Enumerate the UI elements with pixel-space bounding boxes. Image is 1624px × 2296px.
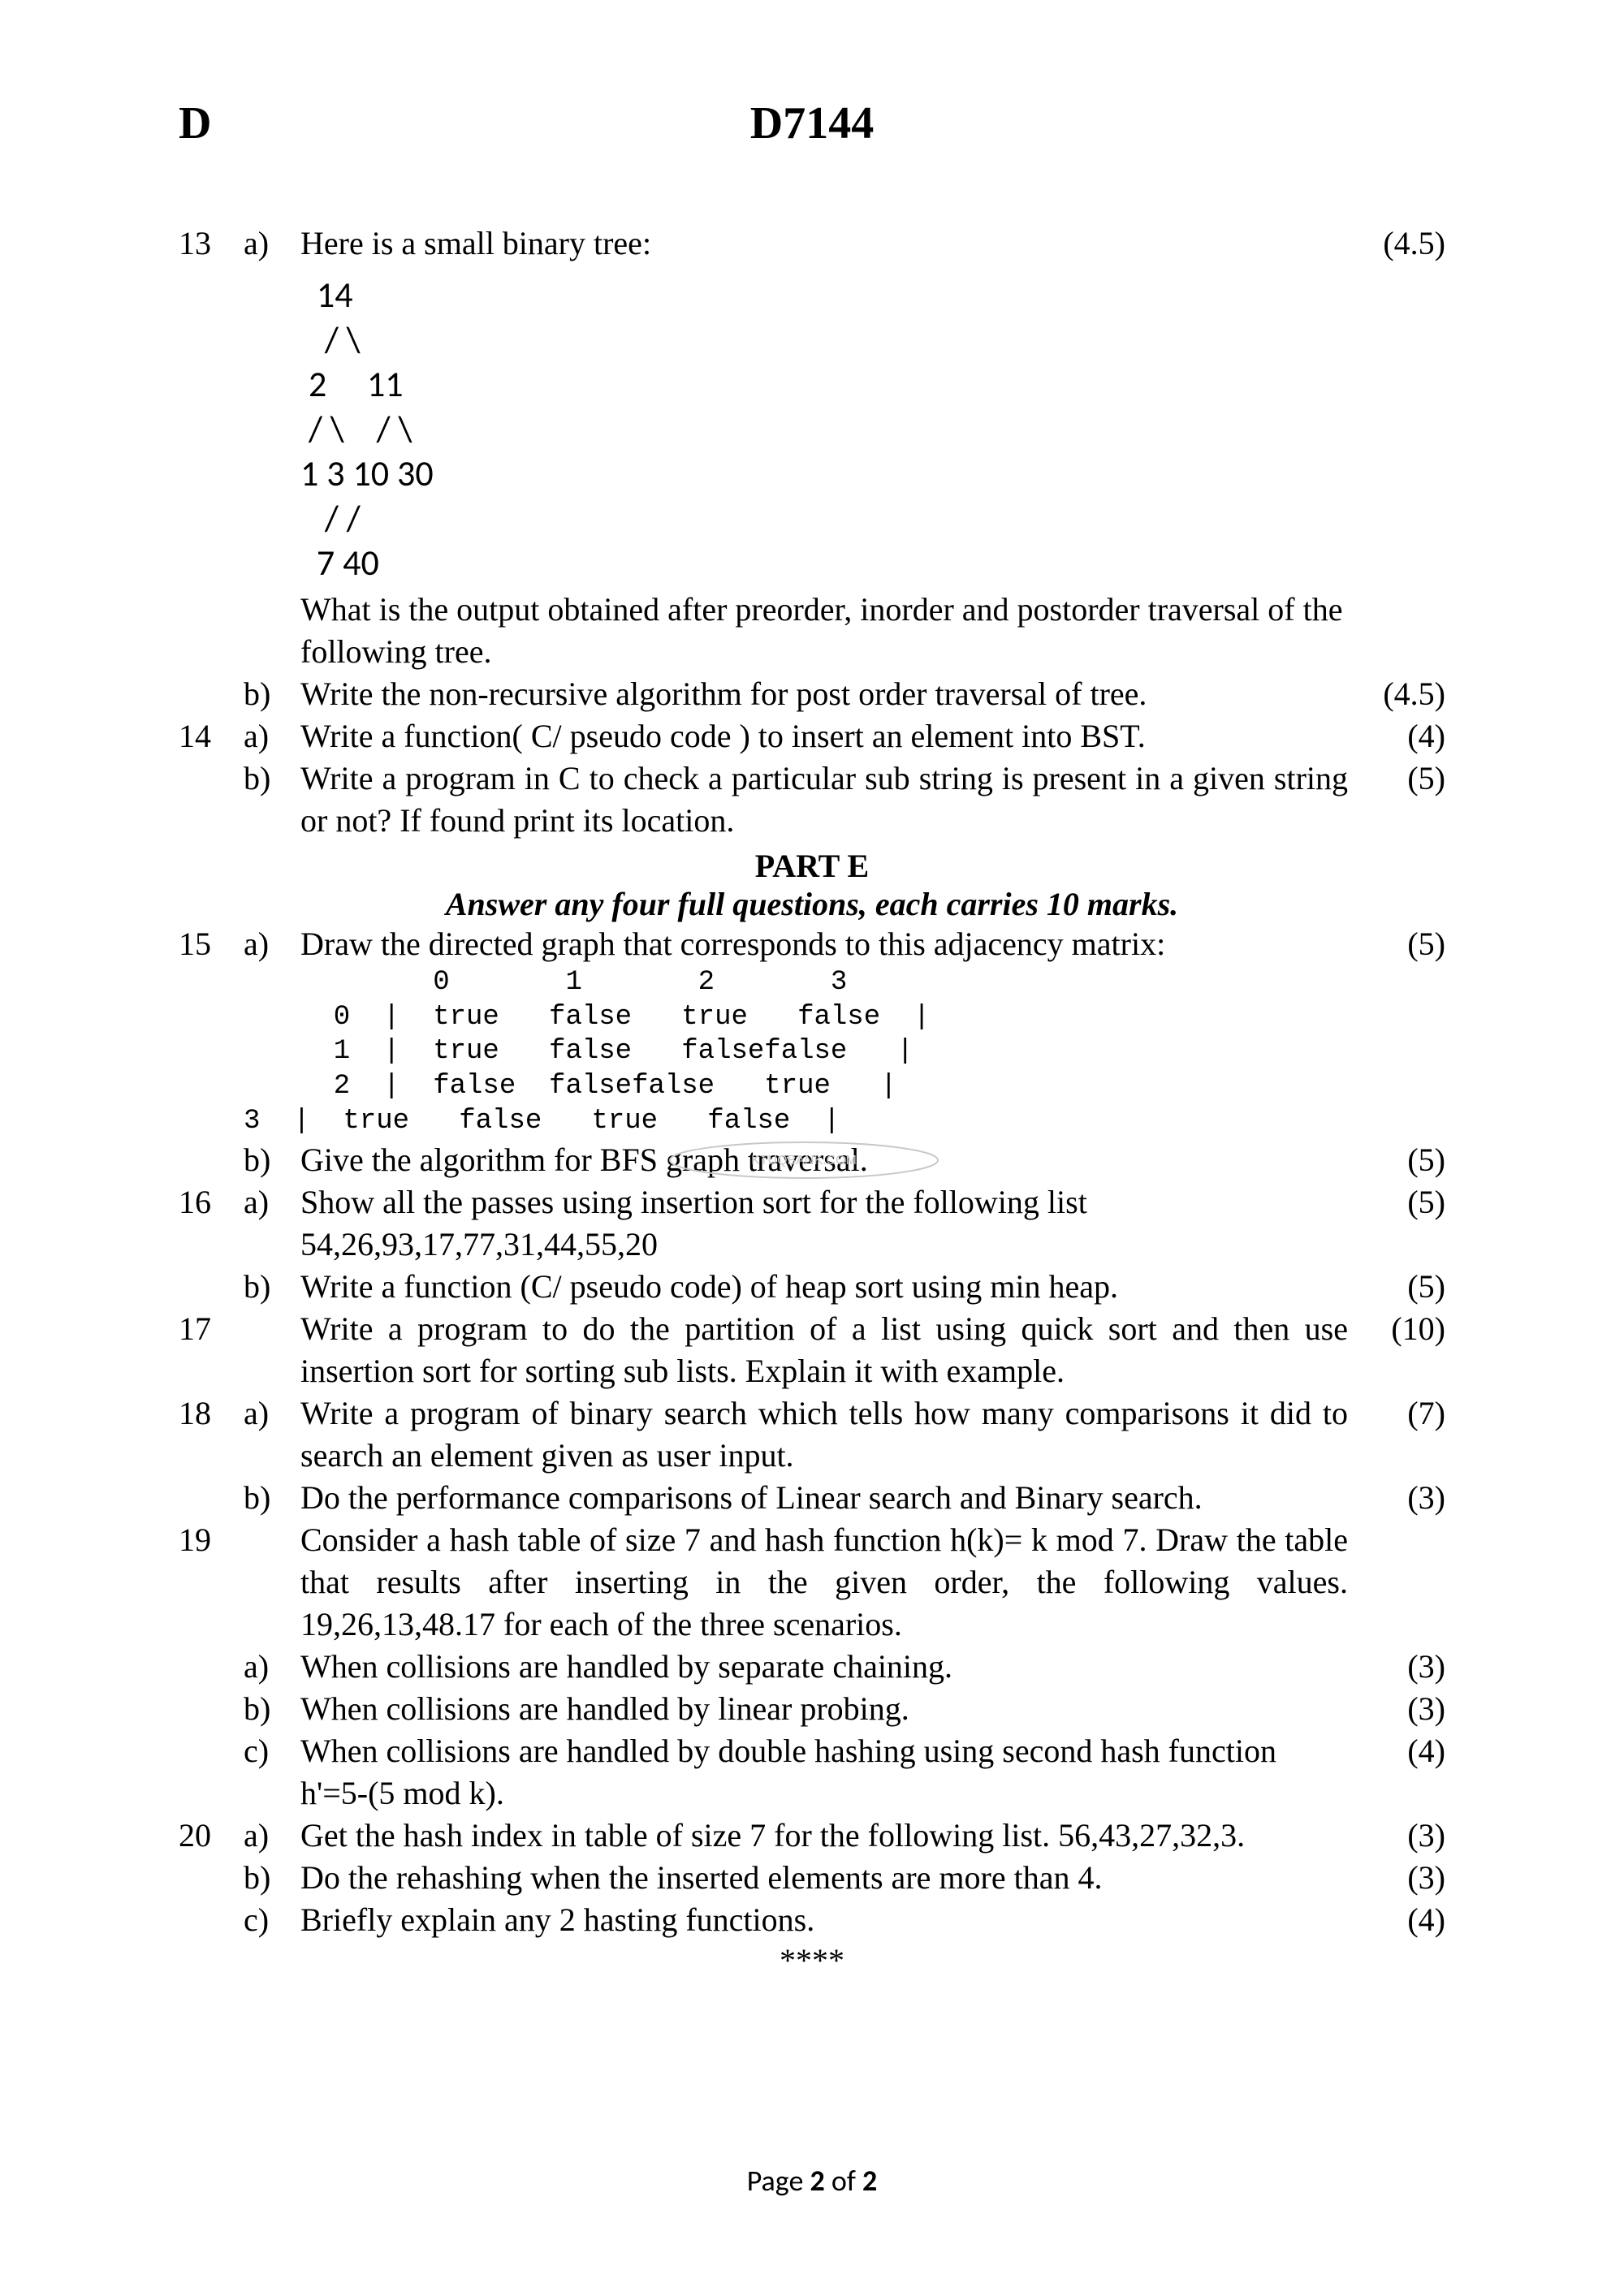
questions-container: 13a)Here is a small binary tree:(4.5) 14… — [179, 222, 1445, 1941]
question-text: Write a program to do the partition of a… — [300, 1308, 1348, 1392]
question-marks: (4.5) — [1348, 673, 1445, 715]
footer-current: 2 — [810, 2163, 825, 2199]
matrix-last-row: 3 | true false true false | — [179, 1103, 1445, 1139]
end-marker: **** — [179, 1941, 1445, 1979]
question-marks: (4) — [1348, 1730, 1445, 1772]
question-subpart: a) — [244, 1181, 300, 1224]
footer-prefix: Page — [747, 2163, 810, 2199]
question-row: 16a)Show all the passes using insertion … — [179, 1181, 1445, 1266]
page-footer: Page 2 of 2 — [0, 2163, 1624, 2199]
question-marks: (10) — [1348, 1308, 1445, 1350]
question-marks: (5) — [1348, 757, 1445, 800]
question-text: When collisions are handled by linear pr… — [300, 1688, 1348, 1730]
binary-tree-ascii: 14 / \ 2 11 / \ / \ 1 3 10 30 / / 7 40 — [300, 273, 1348, 585]
question-row: b)Write a function (C/ pseudo code) of h… — [179, 1266, 1445, 1308]
question-marks: (5) — [1348, 1181, 1445, 1224]
question-row: 18a)Write a program of binary search whi… — [179, 1392, 1445, 1477]
question-row: c)When collisions are handled by double … — [179, 1730, 1445, 1815]
question-marks: (4) — [1348, 1899, 1445, 1941]
adjacency-matrix-last: 3 | true false true false | — [244, 1103, 1348, 1139]
question-number: 16 — [179, 1181, 244, 1224]
question-number: 19 — [179, 1519, 244, 1561]
question-row: 20a)Get the hash index in table of size … — [179, 1815, 1445, 1857]
question-text: Write a function( C/ pseudo code ) to in… — [300, 715, 1348, 757]
question-subpart: a) — [244, 715, 300, 757]
question-row: 13a)Here is a small binary tree:(4.5) — [179, 222, 1445, 265]
matrix-wrapper: 0 1 2 3 0 | true false true false | 1 | … — [179, 965, 1445, 1103]
question-subpart: b) — [244, 1139, 300, 1181]
exam-page: D D7144 13a)Here is a small binary tree:… — [0, 0, 1624, 2296]
question-subpart: a) — [244, 923, 300, 965]
question-subpart: b) — [244, 1857, 300, 1899]
question-text: Show all the passes using insertion sort… — [300, 1181, 1348, 1266]
question-subpart: c) — [244, 1899, 300, 1941]
question-text: Give the algorithm for BFS graph travers… — [300, 1139, 1348, 1181]
question-row: b)Do the performance comparisons of Line… — [179, 1477, 1445, 1519]
question-marks: (5) — [1348, 923, 1445, 965]
question-marks: (3) — [1348, 1646, 1445, 1688]
question-row: c)Briefly explain any 2 hasting function… — [179, 1899, 1445, 1941]
question-number: 15 — [179, 923, 244, 965]
part-heading: PART E — [179, 847, 1445, 885]
question-number: 18 — [179, 1392, 244, 1435]
svg-text:KTUQBANK.COM: KTUQBANK.COM — [751, 1154, 857, 1167]
question-text: What is the output obtained after preord… — [300, 589, 1348, 673]
question-text: Do the performance comparisons of Linear… — [300, 1477, 1348, 1519]
question-number: 17 — [179, 1308, 244, 1350]
question-text: Draw the directed graph that corresponds… — [300, 923, 1348, 965]
question-row: 17 Write a program to do the partition of… — [179, 1308, 1445, 1392]
question-text: Write a program in C to check a particul… — [300, 757, 1348, 842]
question-marks: (3) — [1348, 1477, 1445, 1519]
question-row: b)Write a program in C to check a partic… — [179, 757, 1445, 842]
header-code: D7144 — [750, 97, 874, 149]
question-subpart: c) — [244, 1730, 300, 1772]
question-text: When collisions are handled by double ha… — [300, 1730, 1348, 1815]
question-marks: (5) — [1348, 1266, 1445, 1308]
question-row: b)Write the non-recursive algorithm for … — [179, 673, 1445, 715]
question-subpart: a) — [244, 1815, 300, 1857]
question-marks: (5) — [1348, 1139, 1445, 1181]
question-row: What is the output obtained after preord… — [179, 589, 1445, 673]
question-subpart: a) — [244, 1646, 300, 1688]
question-number: 14 — [179, 715, 244, 757]
part-instruction: Answer any four full questions, each car… — [179, 885, 1445, 923]
question-marks: (4.5) — [1348, 222, 1445, 265]
question-text: Briefly explain any 2 hasting functions. — [300, 1899, 1348, 1941]
question-text: When collisions are handled by separate … — [300, 1646, 1348, 1688]
question-row: a)When collisions are handled by separat… — [179, 1646, 1445, 1688]
adjacency-matrix: 0 1 2 3 0 | true false true false | 1 | … — [300, 965, 1348, 1103]
question-text: Write a program of binary search which t… — [300, 1392, 1348, 1477]
footer-total: 2 — [862, 2163, 877, 2199]
question-marks: (3) — [1348, 1688, 1445, 1730]
question-row: b)Do the rehashing when the inserted ele… — [179, 1857, 1445, 1899]
question-text: Write a function (C/ pseudo code) of hea… — [300, 1266, 1348, 1308]
question-row: 14a)Write a function( C/ pseudo code ) t… — [179, 715, 1445, 757]
question-marks: (3) — [1348, 1857, 1445, 1899]
question-subpart: b) — [244, 1477, 300, 1519]
question-subpart: b) — [244, 1688, 300, 1730]
question-text: Get the hash index in table of size 7 fo… — [300, 1815, 1348, 1857]
header-left: D — [179, 97, 211, 149]
question-number: 20 — [179, 1815, 244, 1857]
page-header: D D7144 — [179, 97, 1445, 149]
question-subpart: a) — [244, 222, 300, 265]
tree-wrapper: 14 / \ 2 11 / \ / \ 1 3 10 30 / / 7 40 — [179, 265, 1445, 589]
question-subpart: b) — [244, 673, 300, 715]
question-subpart: b) — [244, 1266, 300, 1308]
question-text: Do the rehashing when the inserted eleme… — [300, 1857, 1348, 1899]
question-number: 13 — [179, 222, 244, 265]
question-row: 19 Consider a hash table of size 7 and ha… — [179, 1519, 1445, 1646]
footer-of: of — [825, 2163, 862, 2199]
question-row: 15a)Draw the directed graph that corresp… — [179, 923, 1445, 965]
question-row: b)When collisions are handled by linear … — [179, 1688, 1445, 1730]
question-marks: (4) — [1348, 715, 1445, 757]
question-text: Here is a small binary tree: — [300, 222, 1348, 265]
question-subpart: b) — [244, 757, 300, 800]
question-marks: (3) — [1348, 1815, 1445, 1857]
question-text: Write the non-recursive algorithm for po… — [300, 673, 1348, 715]
question-subpart: a) — [244, 1392, 300, 1435]
question-row: b)Give the algorithm for BFS graph trave… — [179, 1139, 1445, 1181]
question-marks: (7) — [1348, 1392, 1445, 1435]
question-text: Consider a hash table of size 7 and hash… — [300, 1519, 1348, 1646]
